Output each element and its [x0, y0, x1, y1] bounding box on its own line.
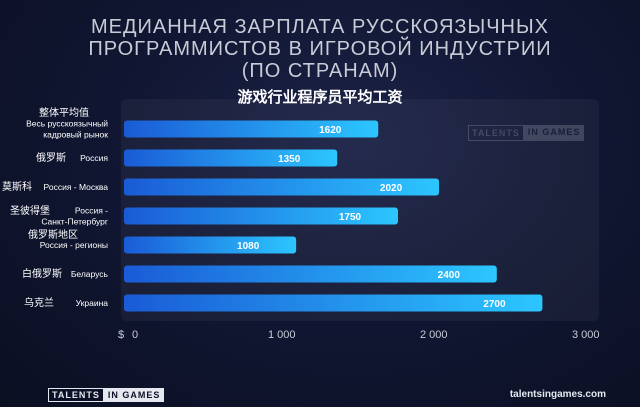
row-label-cn: 白俄罗斯 — [22, 267, 62, 280]
x-tick-label: 2 000 — [420, 329, 448, 341]
x-tick-label: 0 — [132, 329, 138, 341]
watermark-part-a: TALENTS — [468, 125, 524, 141]
row-label-ru: Россия — [80, 153, 108, 163]
row-label-cn: 圣彼得堡 — [10, 204, 50, 217]
row-label-ru: Россия - — [75, 206, 108, 216]
x-tick-label: 1 000 — [268, 329, 296, 341]
row-label-cn: 整体平均值 — [39, 106, 89, 119]
bar-value-label: 2020 — [380, 183, 403, 194]
footer-logo-part-b: IN GAMES — [103, 388, 165, 402]
watermark-part-b: IN GAMES — [523, 125, 585, 141]
x-axis-unit: $ — [118, 329, 124, 341]
chart-title: МЕДИАННАЯ ЗАРПЛАТА РУССКОЯЗЫЧНЫХ ПРОГРАМ… — [40, 16, 600, 82]
bar-value-label: 2700 — [483, 299, 506, 310]
footer-logo-part-a: TALENTS — [48, 388, 104, 402]
bar-value-label: 1750 — [339, 212, 362, 223]
bar — [124, 207, 398, 225]
x-axis: $0 1 000 2 000 3 000 — [118, 329, 600, 341]
row-label-cn: 乌克兰 — [24, 296, 54, 309]
bar — [124, 178, 440, 196]
row-label-ru: Россия - регионы — [40, 240, 108, 250]
bars-layer: 1620 1350 2020 1750 1080 2400 2700 — [124, 120, 543, 312]
chart-title-line-3: (ПО СТРАНАМ) — [241, 60, 399, 82]
row-label-cn: 莫斯科 — [2, 180, 32, 193]
chart-title-line-2: ПРОГРАММИСТОВ В ИГРОВОЙ ИНДУСТРИИ — [88, 38, 552, 60]
bar-value-label: 1620 — [319, 125, 342, 136]
row-label-cn: 俄罗斯 — [36, 151, 66, 164]
watermark-logo: TALENTS IN GAMES — [468, 125, 585, 141]
x-tick-label: 3 000 — [572, 329, 600, 341]
row-label-ru: Санкт-Петербург — [41, 217, 108, 227]
bar-value-label: 1080 — [237, 241, 260, 252]
bar-value-label: 2400 — [438, 270, 461, 281]
row-label-ru: Беларусь — [71, 269, 109, 279]
footer-url: talentsingames.com — [509, 389, 606, 400]
row-label-ru: Россия - Москва — [44, 182, 109, 192]
chart-title-line-1: МЕДИАННАЯ ЗАРПЛАТА РУССКОЯЗЫЧНЫХ — [90, 16, 550, 38]
row-label-cn: 俄罗斯地区 — [28, 228, 78, 241]
bar — [124, 149, 338, 167]
row-label-ru: кадровый рынок — [43, 130, 108, 140]
row-label-ru: Украина — [76, 298, 109, 308]
bar — [124, 120, 379, 138]
bar — [124, 236, 297, 254]
chart-subtitle: 游戏行业程序员平均工资 — [237, 89, 403, 106]
bar-value-label: 1350 — [278, 154, 301, 165]
row-label-ru: Весь русскоязычный — [26, 119, 108, 129]
bar — [124, 294, 543, 312]
bar — [124, 265, 497, 283]
footer-logo: TALENTS IN GAMES — [48, 388, 165, 402]
